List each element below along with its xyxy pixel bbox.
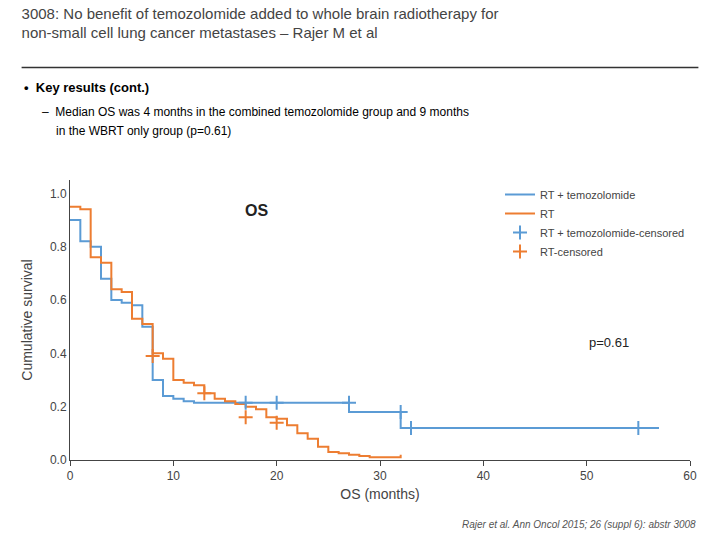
svg-text:1.0: 1.0 xyxy=(50,187,67,201)
svg-text:• Key results (cont.): • Key results (cont.) xyxy=(24,80,149,95)
svg-text:– Median OS was 4 months in t: – Median OS was 4 months in the combined… xyxy=(42,105,469,119)
svg-text:60: 60 xyxy=(683,469,697,483)
svg-text:RT-censored: RT-censored xyxy=(540,246,603,258)
svg-text:0: 0 xyxy=(67,469,74,483)
svg-text:0.2: 0.2 xyxy=(50,400,67,414)
svg-text:Cumulative survival: Cumulative survival xyxy=(19,259,35,380)
svg-text:20: 20 xyxy=(270,469,284,483)
svg-text:3008: No benefit of temozolomi: 3008: No benefit of temozolomide added t… xyxy=(22,5,499,42)
svg-text:30: 30 xyxy=(373,469,387,483)
svg-text:0.6: 0.6 xyxy=(50,293,67,307)
svg-text:0.8: 0.8 xyxy=(50,240,67,254)
svg-text:in the WBRT only group (p=0.61: in the WBRT only group (p=0.61) xyxy=(56,124,231,138)
svg-text:50: 50 xyxy=(580,469,594,483)
svg-text:RT + temozolomide-censored: RT + temozolomide-censored xyxy=(540,227,684,239)
svg-text:OS (months): OS (months) xyxy=(340,486,419,502)
svg-text:RT: RT xyxy=(540,208,555,220)
svg-text:Rajer et al. Ann Oncol 2015; 2: Rajer et al. Ann Oncol 2015; 26 (suppl 6… xyxy=(462,519,696,530)
svg-text:0.4: 0.4 xyxy=(50,347,67,361)
svg-text:40: 40 xyxy=(477,469,491,483)
svg-text:10: 10 xyxy=(167,469,181,483)
svg-text:0.0: 0.0 xyxy=(50,453,67,467)
svg-text:OS: OS xyxy=(245,202,268,219)
svg-text:p=0.61: p=0.61 xyxy=(589,335,629,350)
svg-text:RT + temozolomide: RT + temozolomide xyxy=(540,189,635,201)
